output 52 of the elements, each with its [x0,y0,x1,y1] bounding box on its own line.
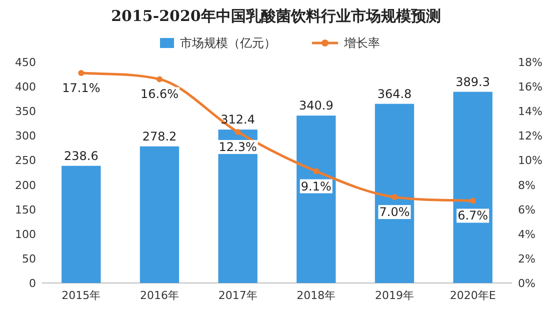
data-label: 278.2 [142,129,177,144]
point [313,168,320,174]
y-tick-label: 50 [22,252,36,266]
bar [453,92,492,283]
data-label: 312.4 [220,112,256,127]
y-tick-label: 0 [29,277,36,290]
x-tick-label: 2015年 [62,289,101,302]
y-tick-label: 250 [15,154,36,168]
data-label: 389.3 [456,74,490,89]
y2-tick-label: 10% [518,154,542,168]
x-tick-label: 2019年 [375,289,414,302]
y2-tick-label: 6% [518,203,536,216]
y-tick-label: 400 [15,80,36,94]
bar [140,146,180,283]
data-label: 12.3% [218,140,257,154]
data-label: 17.1% [62,81,100,96]
y-tick-label: 150 [15,203,36,216]
y2-tick-label: 2% [518,252,536,266]
data-label: 238.6 [64,148,98,163]
y-tick-label: 100 [15,228,36,241]
chart-title: 2015-2020年中国乳酸菌饮料行业市场规模预测 [111,7,441,25]
bar [296,116,336,283]
data-label: 9.1% [300,179,332,194]
y-tick-label: 200 [15,178,36,192]
data-label: 364.8 [377,86,412,101]
y2-tick-label: 8% [518,178,536,192]
data-label: 7.0% [379,205,410,220]
x-tick-label: 2016年 [140,289,179,302]
y-tick-label: 300 [15,130,36,143]
data-label: 6.7% [458,208,488,223]
y-tick-label: 350 [15,105,36,118]
y2-tick-label: 12% [518,130,542,143]
y2-tick-label: 16% [518,80,542,94]
point [156,76,162,82]
bar [374,104,414,283]
data-label: 340.9 [298,98,334,113]
y2-tick-label: 0% [518,277,536,290]
point [78,70,84,76]
legend-label: 增长率 [343,36,380,50]
legend-label: 市场规模（亿元） [180,36,276,50]
y2-tick-label: 18% [518,56,542,69]
x-tick-label: 2018年 [296,289,336,302]
x-tick-label: 2020年E [450,289,496,302]
point [470,198,476,204]
y2-tick-label: 4% [518,228,536,241]
y-tick-label: 450 [15,56,36,69]
point [234,128,241,135]
data-label: 16.6% [140,87,179,102]
x-tick-label: 2017年 [218,289,258,302]
point [392,194,398,200]
bar [62,166,101,283]
y2-tick-label: 14% [518,105,542,118]
